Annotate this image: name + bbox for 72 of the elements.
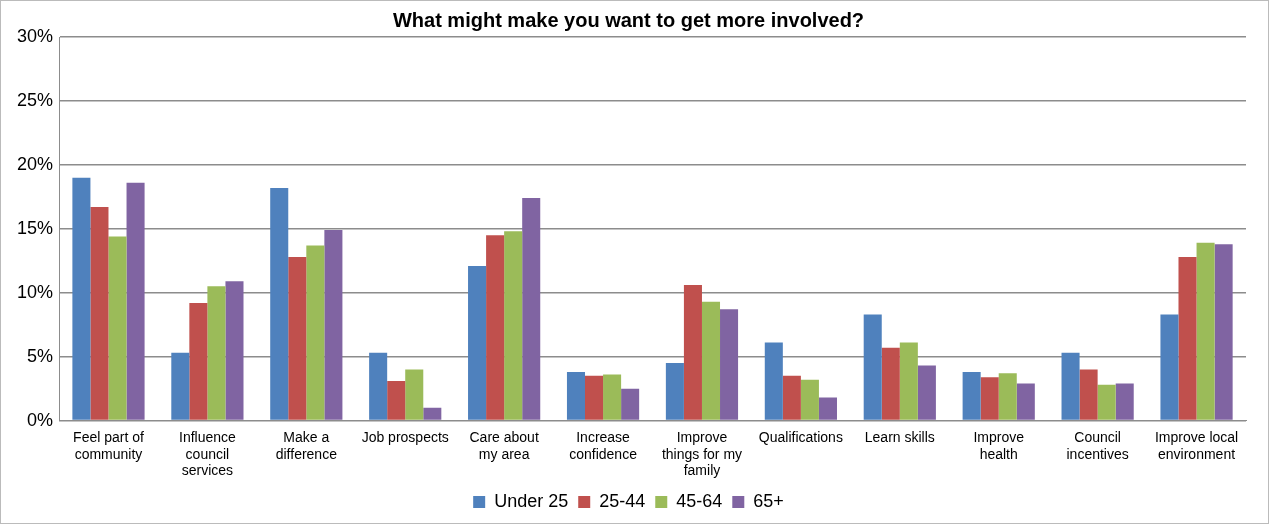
bar [1097, 384, 1116, 420]
bar [522, 198, 541, 420]
bar [782, 375, 801, 420]
bar [621, 388, 640, 420]
bar [288, 256, 307, 420]
x-tick-label: Feel part of community [73, 428, 144, 462]
bar [90, 207, 109, 420]
x-tick-label: Make a difference [275, 428, 338, 462]
x-tick-label: Care about my area [469, 428, 539, 462]
bar [72, 177, 91, 420]
bar [980, 377, 999, 420]
bar [225, 281, 244, 420]
bar [324, 230, 343, 420]
y-tick-label: 15% [17, 217, 54, 238]
x-tick-label: Improve local environment [1154, 428, 1239, 462]
bar [171, 352, 190, 420]
bar [603, 374, 622, 420]
bar [369, 352, 388, 420]
bar [665, 363, 684, 420]
chart-title: What might make you want to get more involved? [392, 8, 865, 31]
bar [998, 373, 1017, 420]
bar [1214, 244, 1233, 420]
bar [189, 302, 208, 420]
legend-label: 65+ [753, 490, 784, 511]
bar [800, 379, 819, 420]
bar [683, 285, 702, 420]
bar [764, 342, 783, 420]
y-tick-label: 30% [17, 25, 54, 46]
bar [899, 342, 918, 420]
y-tick-label: 20% [17, 153, 54, 174]
bar [405, 369, 424, 420]
bar [126, 182, 145, 420]
bar [818, 397, 837, 420]
bar [1115, 383, 1134, 420]
bar [1178, 256, 1197, 420]
bar [486, 235, 505, 420]
x-tick-label: Improve things for my family [661, 428, 743, 479]
x-tick-label: Job prospects [361, 428, 449, 445]
bar [566, 372, 585, 420]
bar [863, 314, 882, 420]
x-tick-label: Increase confidence [569, 428, 638, 462]
y-tick-label: 10% [17, 281, 54, 302]
bar [1016, 383, 1035, 420]
bar [585, 375, 604, 420]
bar [881, 347, 900, 420]
bar [962, 372, 981, 420]
bar [917, 365, 936, 420]
y-tick-label: 0% [27, 409, 54, 430]
legend-label: 45-64 [676, 490, 723, 511]
bar [468, 265, 487, 420]
bar [701, 301, 721, 420]
x-tick-label: Council incentives [1066, 428, 1129, 462]
x-tick-label: Learn skills [864, 428, 935, 445]
bar [423, 407, 442, 420]
bar [207, 286, 226, 420]
bar [720, 309, 739, 420]
bar [270, 187, 289, 420]
bar [1160, 314, 1179, 420]
bar [1196, 242, 1215, 420]
legend-label: Under 25 [494, 490, 569, 511]
y-tick-label: 5% [27, 345, 54, 366]
x-tick-label: Improve health [973, 428, 1025, 462]
bar [387, 380, 406, 420]
bar [1061, 352, 1080, 420]
bar [306, 245, 325, 420]
bar [504, 231, 523, 420]
x-tick-label: Influence council services [178, 428, 237, 479]
x-tick-label: Qualifications [758, 428, 843, 445]
y-tick-label: 25% [17, 89, 54, 110]
bar [1079, 369, 1098, 420]
legend-label: 25-44 [599, 490, 646, 511]
bar [108, 236, 127, 420]
